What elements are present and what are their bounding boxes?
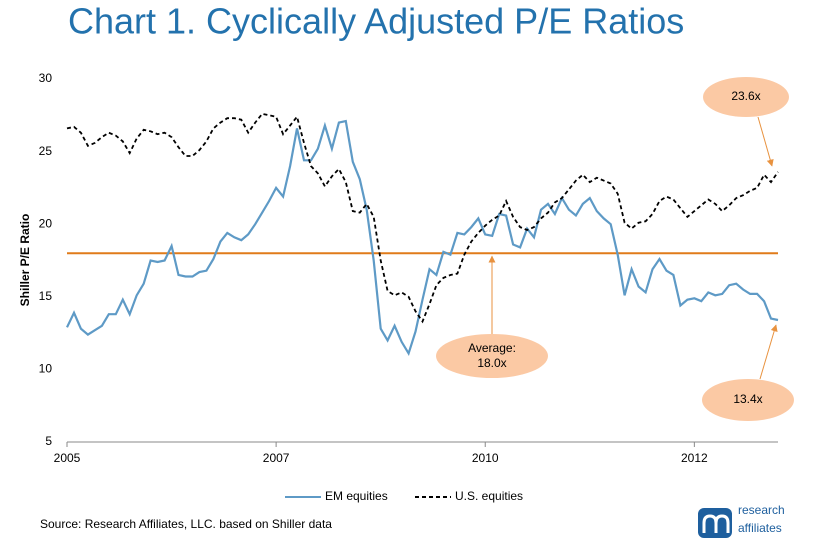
x-tick-label: 2012 xyxy=(681,451,708,465)
y-tick-label: 20 xyxy=(39,216,53,230)
y-tick-label: 15 xyxy=(39,289,53,303)
series-line xyxy=(66,119,779,357)
annotation-bubble xyxy=(436,334,548,378)
series-line xyxy=(66,112,779,324)
chart-title: Chart 1. Cyclically Adjusted P/E Ratios xyxy=(68,1,684,42)
y-tick-label: 25 xyxy=(39,144,53,158)
y-tick-label: 5 xyxy=(45,434,52,448)
x-tick-label: 2010 xyxy=(472,451,499,465)
y-axis-label: Shiller P/E Ratio xyxy=(18,214,32,307)
annotation-arrow xyxy=(757,116,774,167)
logo-glyph xyxy=(702,514,730,533)
legend-label: U.S. equities xyxy=(455,489,523,503)
x-tick-label: 2007 xyxy=(263,451,290,465)
annotation-text: 13.4x xyxy=(733,392,762,406)
logo: research affiliates xyxy=(698,503,785,538)
legend-label: EM equities xyxy=(325,489,388,503)
annotation-text: 18.0x xyxy=(477,356,506,370)
annotation-bubble xyxy=(702,379,794,421)
annotation-text: 23.6x xyxy=(731,89,760,103)
annotation-text: Average: xyxy=(468,341,516,355)
y-tick-label: 30 xyxy=(39,71,53,85)
annotation-bubble xyxy=(703,77,789,117)
logo-text: research xyxy=(738,503,785,517)
annotation-arrow xyxy=(759,324,778,380)
y-tick-label: 10 xyxy=(39,362,53,376)
source-note: Source: Research Affiliates, LLC. based … xyxy=(40,517,332,531)
logo-text: affiliates xyxy=(738,521,782,535)
x-tick-label: 2005 xyxy=(54,451,81,465)
